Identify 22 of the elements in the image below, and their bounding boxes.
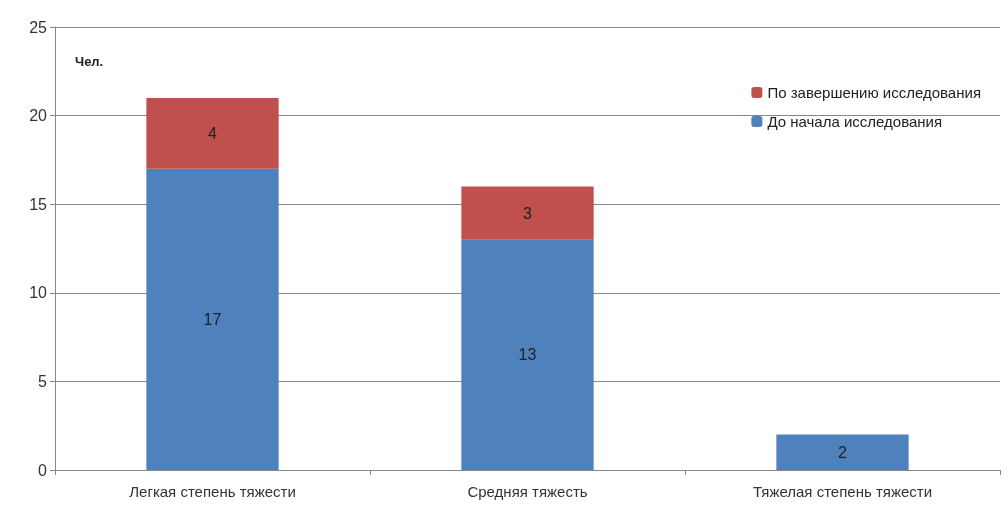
bar xyxy=(146,97,279,169)
y-axis-title: Чел. xyxy=(75,54,104,69)
data-label: 3 xyxy=(523,204,533,222)
y-tick-label: 15 xyxy=(29,195,48,213)
x-tick-label: Тяжелая степень тяжести xyxy=(752,483,933,500)
data-label: 17 xyxy=(203,310,222,328)
y-tick-label: 5 xyxy=(38,372,48,390)
data-label: 2 xyxy=(838,443,848,461)
bar xyxy=(461,239,594,470)
x-tick-label: Легкая степень тяжести xyxy=(129,483,296,500)
bar xyxy=(146,168,279,470)
legend-label: До начала исследования xyxy=(767,113,943,130)
data-label: 13 xyxy=(518,346,537,364)
legend-label: По завершению исследования xyxy=(767,84,982,101)
data-label: 4 xyxy=(208,124,218,142)
y-tick-label: 20 xyxy=(29,107,48,125)
x-tick-label: Средняя тяжесть xyxy=(467,483,588,500)
bar xyxy=(776,434,909,470)
y-tick-label: 25 xyxy=(29,18,48,36)
y-tick-label: 10 xyxy=(29,284,48,302)
y-tick-label: 0 xyxy=(38,461,48,479)
bar xyxy=(461,186,594,240)
